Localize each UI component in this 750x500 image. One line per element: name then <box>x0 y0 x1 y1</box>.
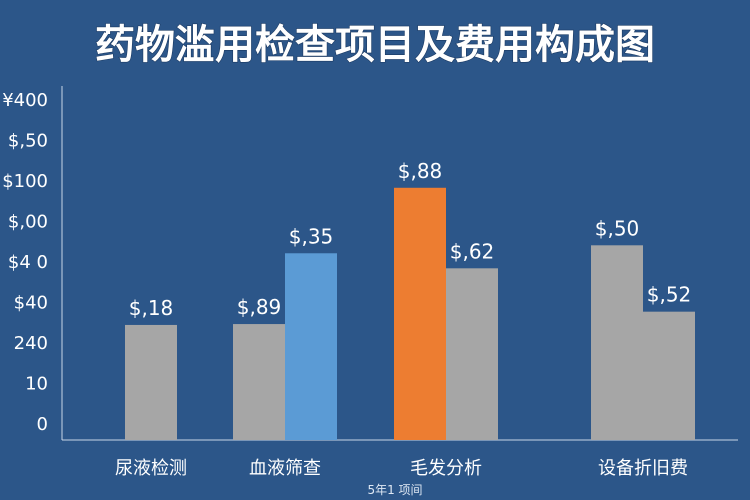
y-tick-label: $,00 <box>8 212 48 233</box>
x-tick-label: 设备折旧费 <box>598 458 688 479</box>
y-tick-label: 10 <box>25 374 48 395</box>
chart-title: 药物滥用检查项目及费用构成图 <box>95 22 655 68</box>
bar <box>446 268 498 440</box>
data-label: $,52 <box>647 283 692 307</box>
bar <box>233 324 285 440</box>
bar <box>125 324 177 440</box>
data-label: $,35 <box>289 224 334 248</box>
x-tick-label: 血液筛查 <box>249 458 321 479</box>
data-label: $,18 <box>129 296 174 320</box>
y-tick-label: ¥400 <box>2 90 48 111</box>
y-tick-label: $40 <box>14 293 48 314</box>
y-axis-ticks: ¥400 $,50 $100 $,00 $4 0 $40 240 10 0 <box>2 90 48 435</box>
y-tick-label: 0 <box>37 414 48 435</box>
x-axis-label: 5年1 项间 <box>367 483 422 497</box>
bar <box>285 253 337 440</box>
bars <box>125 187 695 440</box>
y-tick-label: $4 0 <box>8 252 48 273</box>
x-tick-label: 毛发分析 <box>410 458 482 479</box>
bar <box>591 245 643 440</box>
x-axis-ticks: 尿液检测 血液筛查 毛发分析 设备折旧费 <box>115 458 688 479</box>
data-label: $,88 <box>398 159 443 183</box>
data-label: $,50 <box>595 216 640 240</box>
data-label: $,62 <box>450 239 495 263</box>
y-tick-label: $100 <box>2 171 48 192</box>
data-labels: $,18 $,89 $,35 $,88 $,62 $,50 $,52 <box>129 159 692 320</box>
y-tick-label: $,50 <box>8 131 48 152</box>
bar <box>394 187 446 440</box>
data-label: $,89 <box>237 295 282 319</box>
bar <box>643 311 695 440</box>
y-tick-label: 240 <box>14 333 48 354</box>
x-tick-label: 尿液检测 <box>115 458 187 479</box>
